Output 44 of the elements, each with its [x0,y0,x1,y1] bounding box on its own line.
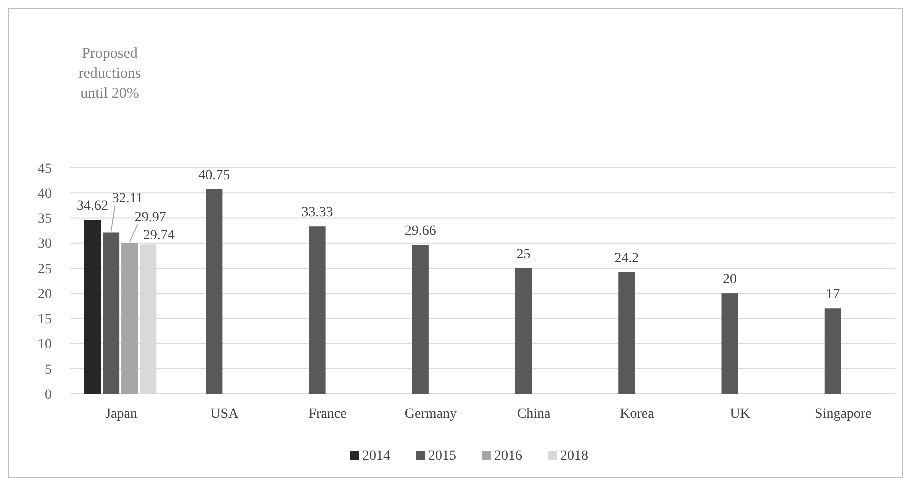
data-label: 40.75 [198,168,230,184]
bar [618,272,636,394]
data-label: 32.11 [112,192,144,207]
x-tick-label: China [517,407,552,422]
data-label: 17 [826,288,840,303]
y-tick-label: 40 [38,187,52,202]
bar [309,226,326,394]
legend-label: 2014 [362,449,390,464]
bar [84,220,101,394]
bar [824,308,842,394]
bar [722,294,738,394]
x-tick-label: Singapore [815,407,872,422]
legend-label: 2018 [560,449,588,464]
data-label: 29.74 [143,228,175,244]
y-tick-label: 10 [38,338,52,353]
x-tick-label: Japan [106,407,138,422]
x-tick-label: France [308,407,347,422]
y-axis-title: Proposed reductions until 20% [78,46,142,102]
y-tick-label: 5 [45,362,52,378]
x-tick-label: USA [210,407,240,422]
data-label: 25 [516,247,531,262]
data-label: 29.66 [404,224,436,240]
y-tick-label: 15 [38,312,52,328]
bar [412,245,429,394]
data-label: 24.2 [614,251,640,266]
data-label: 33.33 [302,206,334,221]
y-tick-label: 0 [45,388,52,403]
legend-label: 2015 [428,449,456,464]
y-tick-label: 20 [38,287,52,302]
x-tick-label: Korea [620,407,656,422]
y-tick-label: 30 [38,237,52,252]
data-label: 34.62 [76,199,108,214]
legend-label: 2016 [494,449,522,464]
bar [206,189,223,394]
y-tick-label: 25 [38,262,52,278]
x-tick-label: UK [730,407,750,422]
bar [103,232,120,394]
x-tick-label: Germany [404,407,457,422]
y-tick-label: 45 [38,162,52,177]
data-label: 29.97 [134,210,166,226]
bar [122,243,138,394]
data-label: 20 [723,272,738,288]
y-tick-label: 35 [38,212,52,228]
bar [516,268,532,394]
